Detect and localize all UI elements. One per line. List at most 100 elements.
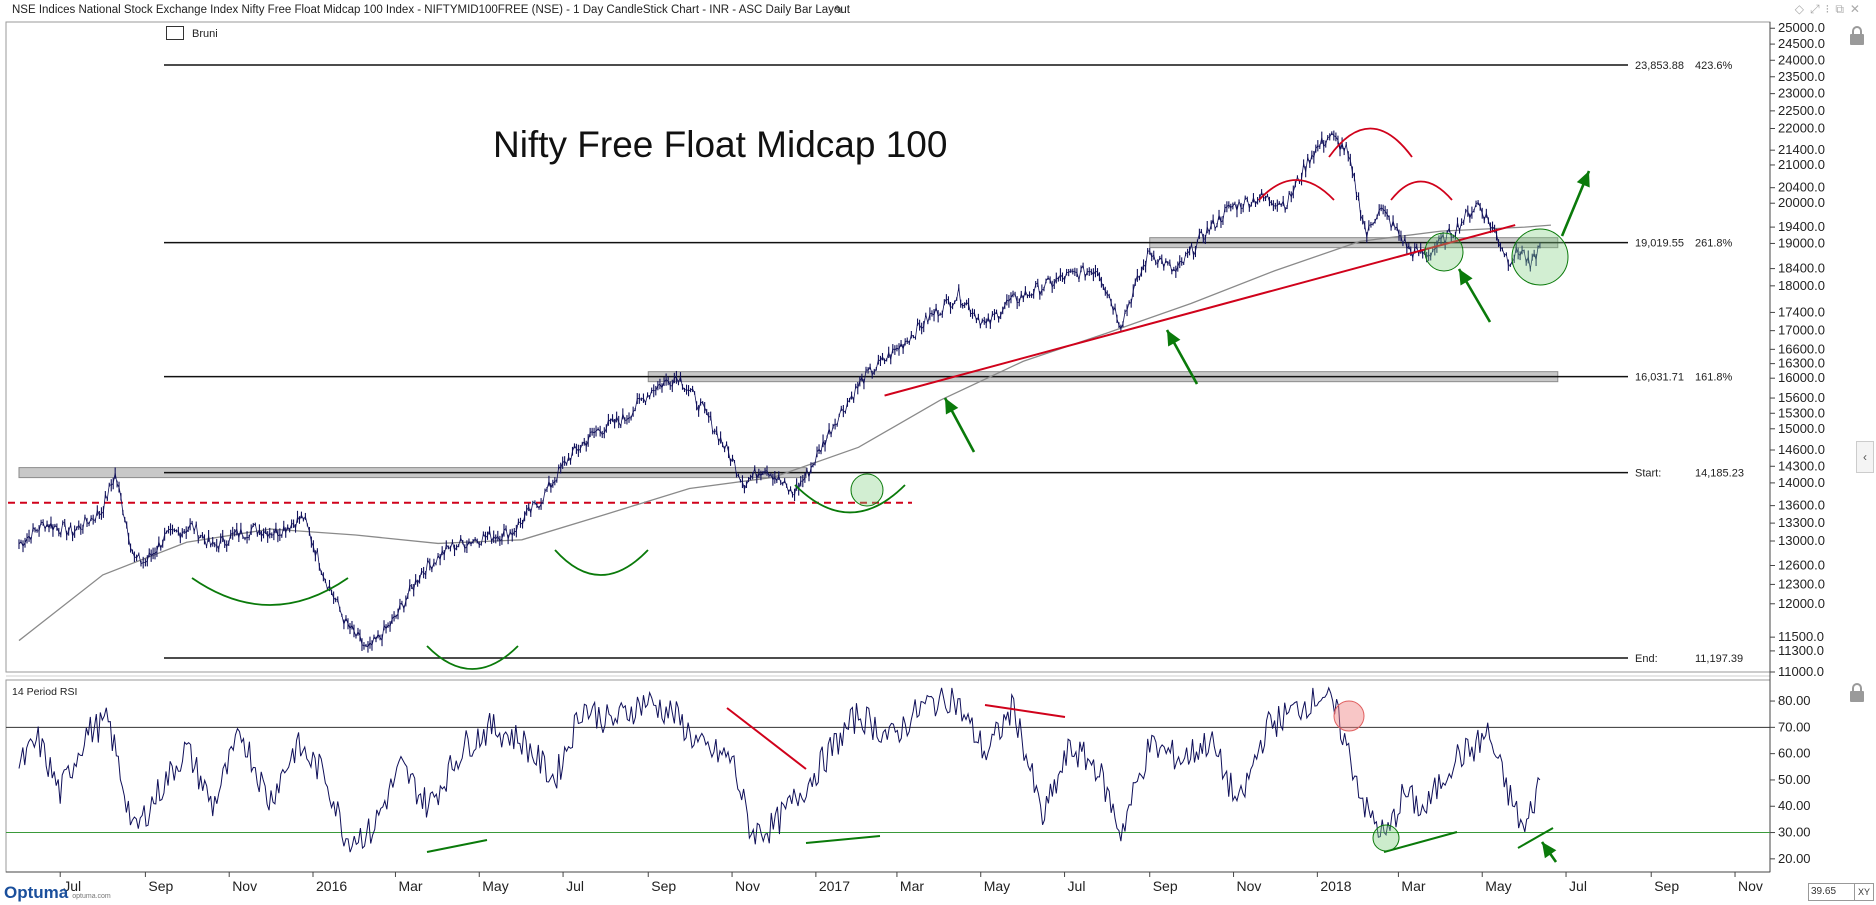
x-tick-label: 2016 bbox=[316, 878, 347, 894]
lock-icon-price[interactable] bbox=[1848, 26, 1866, 46]
y-tick-label: 13600.0 bbox=[1778, 498, 1825, 513]
green-cup-arc bbox=[554, 549, 649, 576]
x-tick-label: Nov bbox=[1237, 878, 1262, 894]
rsi-green-support-line bbox=[1517, 827, 1554, 849]
red-trendline bbox=[884, 224, 1516, 397]
rsi-overbought-circle bbox=[1333, 700, 1365, 732]
fib-level-value: 423.6% bbox=[1695, 60, 1733, 72]
y-tick-label: 20000.0 bbox=[1778, 195, 1825, 210]
x-tick-label: Sep bbox=[1654, 878, 1679, 894]
red-top-arc bbox=[1390, 180, 1453, 201]
rsi-red-divergence-line bbox=[984, 704, 1066, 718]
edit-title-icon[interactable]: ✎ bbox=[834, 3, 845, 17]
lock-icon-rsi[interactable] bbox=[1848, 683, 1866, 703]
rsi-y-tick-label: 60.00 bbox=[1778, 746, 1811, 761]
y-tick-label: 23000.0 bbox=[1778, 86, 1825, 101]
price-panel-frame bbox=[5, 21, 1771, 673]
red-top-arc bbox=[1328, 127, 1413, 158]
y-tick-label: 21000.0 bbox=[1778, 157, 1825, 172]
green-highlight-circle bbox=[850, 473, 884, 507]
fib-level-label: 16,031.71 bbox=[1635, 372, 1684, 384]
green-arrowhead bbox=[1576, 171, 1590, 188]
y-tick-label: 12300.0 bbox=[1778, 576, 1825, 591]
rsi-green-support-line bbox=[805, 835, 881, 844]
x-tick-label: Nov bbox=[1738, 878, 1763, 894]
fib-level-value: 14,185.23 bbox=[1695, 468, 1744, 480]
title-bar: NSE Indices National Stock Exchange Inde… bbox=[0, 0, 1876, 22]
y-tick-label: 24000.0 bbox=[1778, 52, 1825, 67]
y-tick-label: 16000.0 bbox=[1778, 370, 1825, 385]
y-tick-label: 11500.0 bbox=[1778, 629, 1824, 644]
price-series bbox=[18, 130, 1541, 653]
green-cup-arc bbox=[794, 484, 906, 514]
fib-level-value: 161.8% bbox=[1695, 372, 1733, 384]
y-tick-label: 19000.0 bbox=[1778, 235, 1825, 250]
y-tick-label: 24500.0 bbox=[1778, 36, 1825, 51]
bruni-toggle[interactable]: Bruni bbox=[166, 26, 218, 41]
x-tick-label: May bbox=[1485, 878, 1511, 894]
zoom-level[interactable]: 39.65 bbox=[1808, 883, 1856, 901]
fib-level-label: 23,853.88 bbox=[1635, 60, 1684, 72]
x-tick-label: 2017 bbox=[819, 878, 850, 894]
x-tick-label: Nov bbox=[735, 878, 760, 894]
rsi-y-tick-label: 30.00 bbox=[1778, 825, 1811, 840]
fib-level-value: 261.8% bbox=[1695, 238, 1733, 250]
x-tick-label: 2018 bbox=[1320, 878, 1351, 894]
x-tick-label: Jul bbox=[1068, 878, 1086, 894]
green-arrowhead bbox=[1542, 842, 1557, 859]
x-tick-label: Sep bbox=[148, 878, 173, 894]
y-tick-label: 18400.0 bbox=[1778, 261, 1825, 276]
y-tick-label: 13000.0 bbox=[1778, 533, 1825, 548]
y-tick-label: 20400.0 bbox=[1778, 180, 1825, 195]
y-tick-label: 16300.0 bbox=[1778, 356, 1825, 371]
window-title: NSE Indices National Stock Exchange Inde… bbox=[12, 4, 850, 16]
price-line bbox=[18, 132, 1541, 648]
y-tick-label: 11300.0 bbox=[1778, 643, 1824, 658]
y-tick-label: 12600.0 bbox=[1778, 558, 1825, 573]
rsi-y-tick-label: 50.00 bbox=[1778, 772, 1811, 787]
green-cup-arc bbox=[426, 645, 519, 670]
y-tick-label: 25000.0 bbox=[1778, 20, 1825, 35]
y-tick-label: 12000.0 bbox=[1778, 596, 1825, 611]
x-tick-label: Nov bbox=[232, 878, 257, 894]
y-tick-label: 13300.0 bbox=[1778, 515, 1825, 530]
fib-level-value: 11,197.39 bbox=[1695, 653, 1743, 665]
window-controls[interactable]: ◇⤢⁝⧉✕ bbox=[1794, 2, 1866, 16]
y-tick-label: 23500.0 bbox=[1778, 69, 1825, 84]
x-tick-label: Sep bbox=[651, 878, 676, 894]
rsi-panel-title: 14 Period RSI bbox=[12, 686, 78, 698]
y-tick-label: 22500.0 bbox=[1778, 103, 1825, 118]
y-tick-label: 15600.0 bbox=[1778, 390, 1825, 405]
y-tick-label: 22000.0 bbox=[1778, 120, 1825, 135]
rsi-y-tick-label: 80.00 bbox=[1778, 693, 1811, 708]
y-tick-label: 14600.0 bbox=[1778, 442, 1825, 457]
x-tick-label: May bbox=[482, 878, 508, 894]
rsi-green-support-line bbox=[426, 839, 488, 853]
y-tick-label: 19400.0 bbox=[1778, 219, 1825, 234]
x-tick-label: Jul bbox=[63, 878, 81, 894]
optuma-logo: Optuma optuma.com bbox=[4, 883, 111, 902]
y-tick-label: 17400.0 bbox=[1778, 304, 1825, 319]
x-tick-label: Jul bbox=[566, 878, 584, 894]
rsi-red-divergence-line bbox=[726, 707, 807, 770]
rsi-panel-frame bbox=[5, 679, 1771, 873]
y-tick-label: 18000.0 bbox=[1778, 278, 1825, 293]
green-arrowhead bbox=[1167, 330, 1181, 347]
green-arrowhead bbox=[945, 398, 959, 415]
y-tick-label: 21400.0 bbox=[1778, 142, 1825, 157]
rsi-y-tick-label: 40.00 bbox=[1778, 798, 1811, 813]
x-tick-label: Mar bbox=[398, 878, 422, 894]
y-tick-label: 14300.0 bbox=[1778, 458, 1825, 473]
rsi-oversold-circle bbox=[1372, 824, 1400, 852]
zoom-mode[interactable]: XY bbox=[1854, 883, 1874, 901]
x-tick-label: Mar bbox=[1401, 878, 1425, 894]
green-cup-arc bbox=[191, 577, 349, 606]
fib-level-label: Start: bbox=[1635, 468, 1661, 480]
x-tick-label: May bbox=[984, 878, 1010, 894]
green-highlight-circle bbox=[1424, 232, 1464, 272]
rsi-y-tick-label: 70.00 bbox=[1778, 719, 1811, 734]
bruni-label: Bruni bbox=[192, 27, 218, 40]
x-tick-label: Sep bbox=[1153, 878, 1178, 894]
collapse-panel-button[interactable]: ‹ bbox=[1856, 441, 1874, 473]
